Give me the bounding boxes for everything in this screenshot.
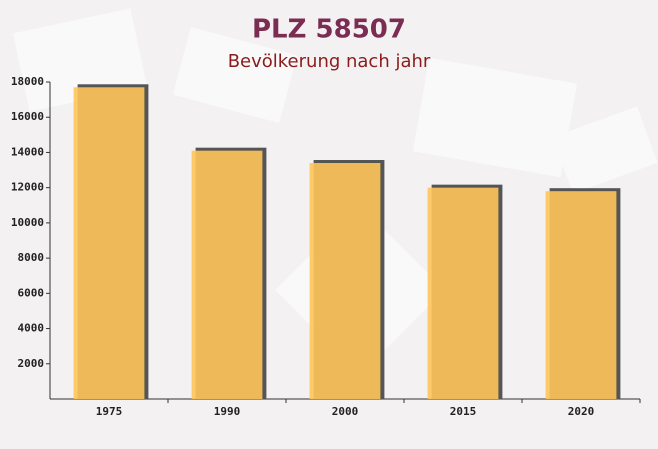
bar xyxy=(309,163,381,399)
y-tick-label: 10000 xyxy=(11,216,44,229)
x-tick-label: 2000 xyxy=(332,405,359,418)
x-tick-label: 2020 xyxy=(568,405,595,418)
bar xyxy=(427,187,499,399)
x-tick-label: 1975 xyxy=(96,405,123,418)
y-tick-label: 8000 xyxy=(18,251,45,264)
y-tick-label: 2000 xyxy=(18,357,45,370)
y-tick-label: 6000 xyxy=(18,286,45,299)
y-tick-label: 14000 xyxy=(11,145,44,158)
bar xyxy=(73,87,145,400)
y-tick-label: 18000 xyxy=(11,75,44,88)
bar xyxy=(545,191,617,399)
chart-subtitle: Bevölkerung nach jahr xyxy=(228,51,431,72)
y-tick-label: 4000 xyxy=(18,322,45,335)
x-tick-label: 2015 xyxy=(450,405,477,418)
chart-title: PLZ 58507 xyxy=(252,15,406,45)
y-tick-label: 12000 xyxy=(11,181,44,194)
bar xyxy=(191,150,263,399)
x-tick-label: 1990 xyxy=(214,405,241,418)
y-tick-label: 16000 xyxy=(11,110,44,123)
